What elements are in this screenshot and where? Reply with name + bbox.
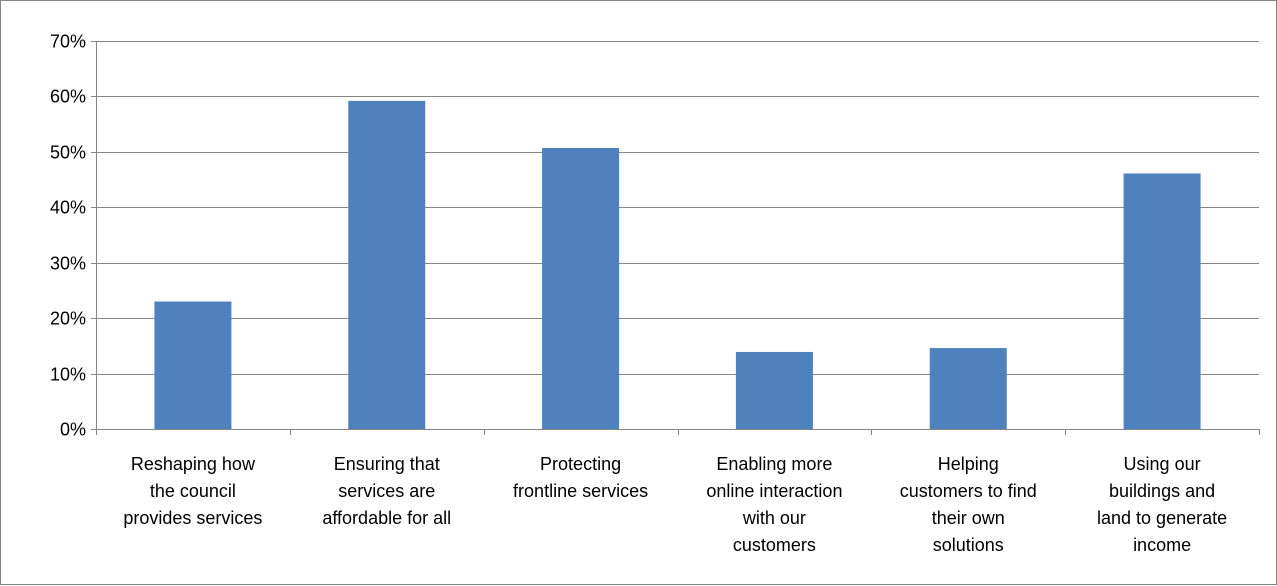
y-tick-label: 40% <box>50 198 86 218</box>
y-tick-label: 30% <box>50 254 86 274</box>
category-labels: Reshaping how the council provides service… <box>123 454 1227 555</box>
y-tick-label: 10% <box>50 365 86 385</box>
bar <box>929 348 1007 429</box>
bar <box>1123 173 1201 429</box>
category-label: Using our buildings and land to generate in… <box>1097 454 1227 555</box>
y-tick-label: 50% <box>50 143 86 163</box>
category-label: Helping customers to find their own solutio… <box>900 454 1037 555</box>
y-tick-label: 70% <box>50 32 86 52</box>
y-tick-label: 20% <box>50 309 86 329</box>
axes <box>91 41 1260 435</box>
category-label: Ensuring that services are affordable for … <box>322 454 451 528</box>
y-tick-label: 60% <box>50 87 86 107</box>
bar <box>348 100 426 429</box>
bars <box>154 100 1201 429</box>
bar <box>154 301 232 429</box>
bar <box>735 351 813 429</box>
category-label: Reshaping how the council provides service… <box>123 454 262 528</box>
gridlines <box>96 41 1259 375</box>
y-tick-labels: 0% 10% 20% 30% 40% 50% 60% 70% <box>50 32 86 440</box>
category-label: Enabling more online interaction with our c… <box>706 454 842 555</box>
y-tick-label: 0% <box>60 420 86 440</box>
bar <box>542 147 620 429</box>
category-label: Protecting frontline services <box>513 454 648 501</box>
